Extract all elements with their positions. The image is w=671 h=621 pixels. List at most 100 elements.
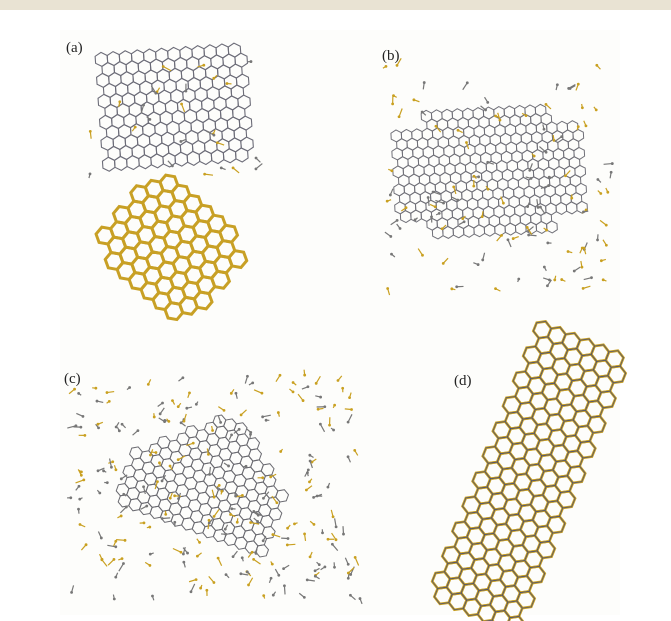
atom [102, 469, 105, 472]
atom [277, 574, 280, 577]
atom [108, 400, 111, 403]
atom [271, 533, 274, 536]
atom [314, 575, 317, 578]
atom [286, 544, 289, 547]
atom [171, 164, 174, 167]
atom [530, 177, 533, 180]
atom [545, 229, 548, 232]
atom [182, 553, 185, 556]
atom [196, 555, 199, 558]
atom [261, 415, 264, 418]
atom [533, 155, 536, 158]
atom [256, 520, 259, 523]
page: (a) (b) (c) (d) (() => { const data = JS… [0, 0, 671, 621]
atom [303, 374, 306, 377]
atom [457, 129, 460, 132]
atom [142, 104, 145, 107]
atom [120, 477, 123, 480]
atom [465, 141, 468, 144]
atom [184, 90, 187, 93]
atom [347, 421, 350, 424]
atom [183, 420, 186, 423]
atom [605, 224, 608, 227]
atom [159, 412, 162, 415]
atom [423, 81, 426, 84]
atom [252, 510, 255, 513]
atom [149, 553, 152, 556]
atom [97, 469, 100, 472]
atom [569, 87, 572, 90]
atom [134, 126, 137, 129]
atom [69, 496, 72, 499]
atom [230, 507, 233, 510]
atom [481, 215, 484, 218]
atom [461, 217, 464, 220]
atom [414, 218, 417, 221]
atom [161, 517, 164, 520]
atom [190, 590, 193, 593]
atom [307, 385, 310, 388]
atom [610, 171, 613, 174]
atom [148, 118, 151, 121]
atom [347, 577, 350, 580]
atom [442, 202, 445, 205]
atom [327, 538, 330, 541]
atom [163, 420, 166, 423]
atom [335, 538, 338, 541]
atom [270, 577, 273, 580]
atom [122, 493, 125, 496]
atom [269, 475, 272, 478]
atom [180, 103, 183, 106]
atom [85, 543, 88, 546]
atom [432, 191, 435, 194]
atom [455, 285, 458, 288]
atom [247, 584, 250, 587]
atom [211, 429, 214, 432]
atom [494, 115, 497, 118]
atom [303, 532, 306, 535]
atom [349, 573, 352, 576]
atom [83, 434, 86, 437]
atom [350, 408, 353, 411]
atom [118, 100, 121, 103]
atom [456, 199, 459, 202]
atom [333, 566, 336, 569]
atom [213, 515, 216, 518]
atom [97, 426, 100, 429]
atom [192, 442, 195, 445]
atom [333, 404, 336, 407]
atom [208, 522, 211, 525]
panel-label: (c) [64, 371, 81, 387]
atom [434, 205, 437, 208]
atom [124, 539, 127, 542]
atom [582, 287, 585, 290]
atom [412, 98, 415, 101]
atom [349, 594, 352, 597]
atom [463, 220, 466, 223]
atom [177, 405, 180, 408]
atom [560, 278, 563, 281]
atom [473, 175, 476, 178]
atom [149, 454, 152, 457]
atom [181, 376, 184, 379]
atom [251, 551, 254, 554]
atom [106, 481, 109, 484]
atom [236, 521, 239, 524]
atom [386, 287, 389, 290]
panel-label: (a) [66, 40, 83, 56]
atom [220, 166, 223, 169]
atom [235, 392, 238, 395]
atom [162, 65, 165, 68]
atom [208, 473, 211, 476]
atom [114, 576, 117, 579]
atom [122, 562, 125, 565]
atom [323, 405, 326, 408]
atom [590, 276, 593, 279]
atom [177, 458, 180, 461]
atom [154, 92, 157, 95]
atom [82, 478, 85, 481]
atom [359, 597, 362, 600]
atom [546, 242, 549, 245]
atom [427, 196, 430, 199]
atom [385, 65, 388, 68]
